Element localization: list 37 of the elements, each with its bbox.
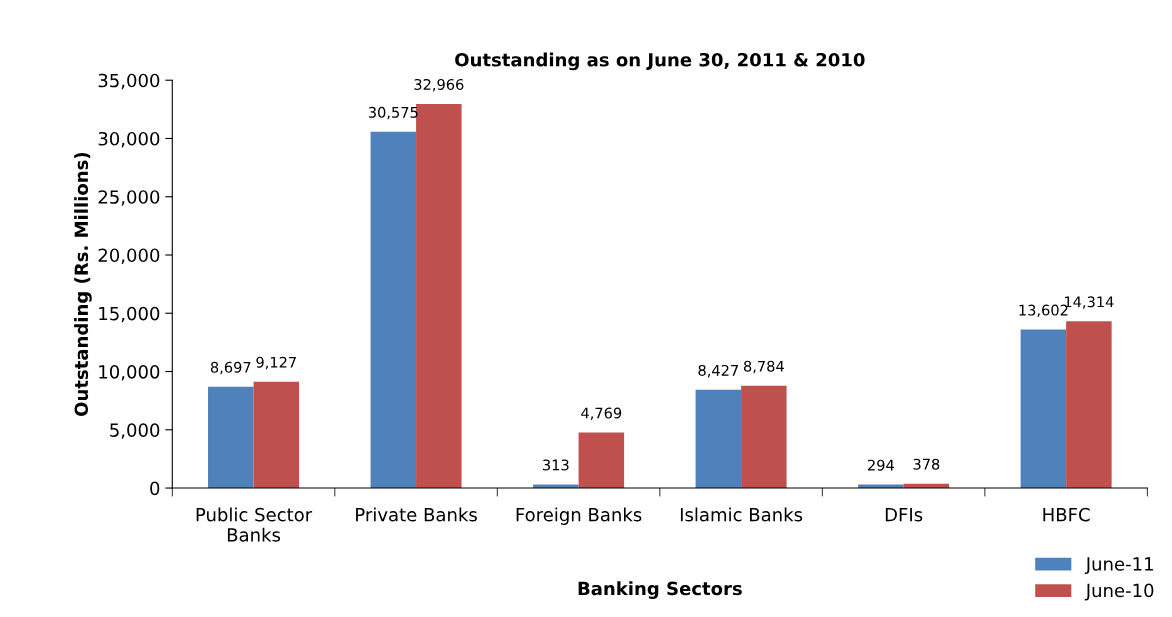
legend-label: June-10 <box>1084 583 1154 601</box>
y-tick-label: 35,000 <box>98 73 160 90</box>
y-tick-label: 20,000 <box>98 248 160 264</box>
x-tick-label: Public Sector Banks <box>196 507 313 542</box>
bar <box>370 131 417 489</box>
bar <box>1066 321 1112 489</box>
chart-title: Outstanding as on June 30, 2011 & 2010 <box>455 52 865 71</box>
data-label: 8,427 <box>698 364 738 378</box>
data-label: 4,769 <box>581 407 622 421</box>
data-label: 294 <box>868 459 894 471</box>
y-tick-label: 5,000 <box>110 423 160 439</box>
x-tick-label: Foreign Banks <box>516 507 642 525</box>
bar <box>416 103 462 489</box>
bar <box>253 381 300 489</box>
y-tick-label: 15,000 <box>99 306 160 323</box>
y-axis-title: Outstanding (Rs. Millions) <box>74 152 92 416</box>
data-label: 8,697 <box>210 361 251 375</box>
bar <box>741 385 787 489</box>
bar <box>1020 329 1067 489</box>
bar <box>578 432 625 489</box>
x-tick-label: Islamic Banks <box>680 507 803 522</box>
x-tick-label: HBFC <box>1043 507 1090 522</box>
bar <box>695 389 742 489</box>
y-tick-label: 30,000 <box>98 131 160 148</box>
bar <box>208 386 254 489</box>
y-tick-label: 25,000 <box>98 190 160 206</box>
data-label: 8,784 <box>743 360 784 374</box>
legend-label: June-11 <box>1084 557 1153 575</box>
data-label: 9,127 <box>256 356 296 370</box>
x-axis-title: Banking Sectors <box>578 581 742 599</box>
data-label: 378 <box>913 458 940 470</box>
x-tick-label: Private Banks <box>356 507 477 522</box>
x-tick-label: DFIs <box>885 508 923 522</box>
y-tick-label: 0 <box>150 481 160 496</box>
data-label: 313 <box>543 459 569 471</box>
y-tick-label: 10,000 <box>99 364 160 381</box>
data-label: 32,966 <box>414 78 464 92</box>
